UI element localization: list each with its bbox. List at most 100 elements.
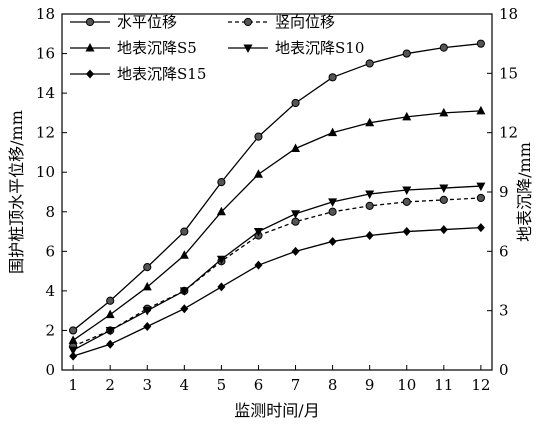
series-line [72,185,481,351]
data-point [476,105,486,115]
legend-label: 地表沉降S5 [117,39,197,57]
series-line [72,110,481,341]
x-tick-label: 5 [217,376,227,394]
left-y-tick-label: 2 [45,321,55,339]
data-point [365,231,374,241]
data-point [328,127,338,137]
right-y-tick-label: 18 [499,5,518,23]
x-tick-label: 11 [434,376,453,394]
data-point [68,335,78,344]
x-tick-label: 1 [68,376,78,394]
right-y-tick-label: 0 [499,361,509,379]
left-y-tick-label: 18 [36,5,55,23]
x-tick-label: 2 [105,376,115,394]
data-point [476,39,485,48]
x-tick-label: 6 [254,376,264,394]
legend-marker [86,69,94,79]
data-point [217,178,226,187]
series-2 [69,193,485,351]
left-y-tick-label: 14 [36,84,55,102]
data-point [439,43,448,52]
data-point [402,111,412,121]
data-point [291,246,300,256]
data-point [291,98,300,108]
x-tick-label: 10 [397,376,416,394]
data-point [143,321,152,331]
data-point [476,182,486,192]
series-3 [68,105,486,344]
data-point [143,263,152,272]
right-y-tick-label: 12 [499,124,518,142]
data-point [365,117,375,127]
data-point [439,107,449,117]
legend-marker [243,44,253,53]
data-point [179,250,189,259]
data-point [328,73,337,82]
data-point [291,143,301,152]
data-point [142,307,152,316]
right-y-tick-label: 9 [499,183,509,201]
legend-entry: 地表沉降S5 [70,39,197,57]
legend-entry: 地表沉降S10 [228,39,364,57]
data-point [217,282,226,292]
series-line [72,43,481,331]
data-point [402,227,411,237]
legend-entry: 竖向位移 [228,13,335,31]
legend-label: 竖向位移 [275,13,335,31]
data-point [180,304,189,314]
data-point [254,260,263,270]
legend-marker [243,17,253,27]
right-y-tick-label: 3 [499,302,509,320]
series-layer [68,39,486,361]
data-point [402,49,411,58]
data-point [365,190,375,199]
x-axis-title: 监测时间/月 [234,401,319,420]
data-point [216,255,226,265]
legend-label: 水平位移 [117,13,177,31]
data-point [402,197,411,206]
left-y-tick-label: 12 [36,124,55,142]
data-point [476,193,485,203]
data-point [68,346,78,356]
left-y-tick-label: 8 [45,203,55,221]
legend-entry: 地表沉降S15 [70,65,206,83]
legend-marker [85,17,95,27]
data-point [180,227,189,236]
data-point [105,309,115,319]
right-y-axis-title: 地表沉降/mm [515,142,534,242]
right-y-tick-label: 6 [499,242,509,260]
x-tick-label: 12 [471,376,490,394]
data-point [69,351,78,361]
data-point [179,287,189,296]
series-5 [69,223,485,361]
data-point [476,223,485,233]
x-tick-label: 4 [180,376,190,394]
left-y-tick-label: 16 [36,45,55,63]
left-y-axis-title: 围护桩顶水平位移/mm [7,110,26,274]
x-tick-label: 7 [291,376,301,394]
legend-marker [85,43,95,52]
data-point [216,206,226,216]
x-tick-label: 9 [365,376,375,394]
data-point [142,281,152,291]
data-point [439,184,449,194]
data-point [69,326,78,335]
legend-label: 地表沉降S10 [275,39,364,57]
data-point [328,236,337,246]
legend-entry: 水平位移 [70,13,177,31]
series-1 [69,39,485,335]
data-point [253,169,263,178]
data-point [439,195,448,205]
data-point [254,132,263,141]
data-point [291,210,301,219]
left-y-tick-label: 6 [45,242,55,260]
data-point [105,326,115,336]
x-tick-label: 8 [328,376,338,394]
data-point [328,207,337,216]
right-y-tick-label: 15 [499,64,518,82]
left-y-tick-label: 0 [45,361,55,379]
legend-label: 地表沉降S15 [117,65,206,83]
